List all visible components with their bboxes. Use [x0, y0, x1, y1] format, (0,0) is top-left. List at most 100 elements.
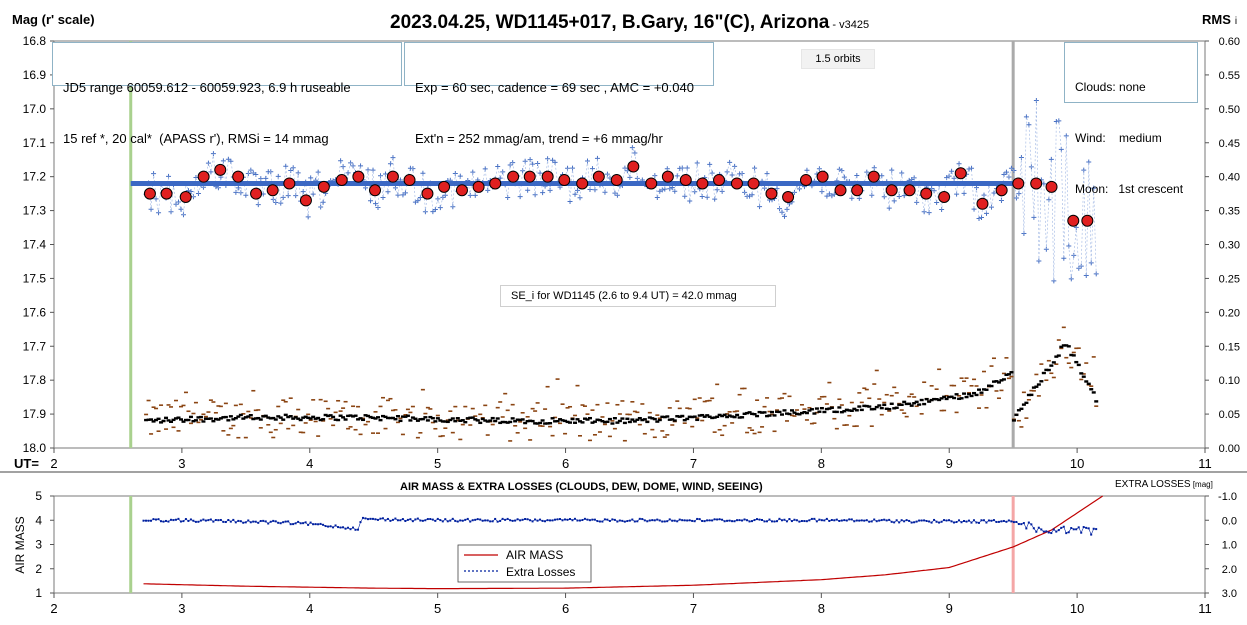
binned-point [576, 177, 589, 190]
raw-point [437, 205, 443, 211]
moon-line: Moon: 1st crescent [1075, 182, 1184, 196]
x-tick-label-top: 8 [818, 456, 825, 471]
y2-tick-label-losses: 1.0 [1222, 540, 1237, 552]
y2-tick-label-rms: 0.10 [1219, 375, 1240, 387]
binned-point [679, 174, 692, 187]
y2-tick-label-rms: 0.35 [1219, 206, 1240, 218]
binned-point [232, 170, 245, 183]
airmass-line [143, 495, 1104, 590]
x-tick-label-top: 6 [562, 456, 569, 471]
raw-point [575, 187, 581, 193]
y-tick-label-mag: 17.3 [23, 204, 47, 218]
binned-point [799, 174, 812, 187]
raw-point [176, 199, 181, 205]
y2-tick-label-rms: 0.15 [1219, 341, 1240, 353]
binned-point [765, 187, 778, 200]
y-tick-label-mag: 16.9 [23, 68, 47, 82]
raw-point [415, 198, 421, 204]
raw-point [345, 170, 351, 176]
y2-tick-label-rms: 0.30 [1219, 240, 1240, 252]
binned-point [421, 187, 434, 200]
extra-losses-title: EXTRA LOSSES [mag] [1115, 479, 1213, 490]
y-tick-label-mag: 17.7 [23, 339, 47, 353]
binned-point [954, 167, 967, 180]
binned-point [179, 191, 192, 204]
x-tick-label-top: 3 [178, 456, 185, 471]
wind-line: Wind: medium [1075, 131, 1162, 145]
binned-point [160, 187, 173, 200]
x-tick-label-bottom: 4 [306, 601, 313, 616]
raw-point [931, 188, 937, 194]
binned-point [782, 191, 795, 204]
raw-point [1088, 260, 1094, 266]
y2-tick-label-losses: -1.0 [1218, 491, 1237, 503]
left-axis-title: Mag (r' scale) [12, 12, 95, 27]
binned-point [283, 177, 296, 190]
binned-point [730, 177, 743, 190]
y2-tick-label-rms: 0.00 [1219, 443, 1240, 455]
binned-point [661, 170, 674, 183]
binned-point [266, 184, 279, 197]
x-tick-label-bottom: 5 [434, 601, 441, 616]
chart-version: - v3425 [829, 19, 869, 31]
conditions-box: Clouds: none Wind: medium Moon: 1st cres… [1064, 42, 1198, 196]
raw-point [949, 168, 955, 174]
binned-point [214, 163, 227, 176]
y-tick-label-mag: 17.6 [23, 305, 47, 319]
y-tick-label-airmass: 1 [35, 586, 42, 600]
raw-point [432, 206, 438, 212]
binned-point [1045, 180, 1058, 193]
raw-point [976, 216, 982, 222]
x-tick-label-bottom: 10 [1070, 601, 1084, 616]
x-tick-label-bottom: 7 [690, 601, 697, 616]
chart-title: 2023.04.25, WD1145+017, B.Gary, 16"(C), … [390, 12, 869, 33]
y-tick-label-mag: 18.0 [23, 441, 47, 455]
raw-point [1003, 169, 1009, 175]
jd5-info-box: JD5 range 60059.612 - 60059.923, 6.9 h r… [52, 42, 402, 146]
raw-point [782, 213, 788, 219]
raw-point [363, 185, 369, 191]
y-tick-label-mag: 16.8 [23, 34, 47, 48]
raw-point [1001, 171, 1007, 177]
y-tick-label-airmass: 2 [35, 562, 42, 576]
raw-point [188, 189, 194, 195]
chart-title-text: 2023.04.25, WD1145+017, B.Gary, 16"(C), … [390, 12, 830, 33]
airmass-plot-frame [53, 495, 1206, 594]
binned-point [299, 194, 312, 207]
y-tick-label-mag: 17.2 [23, 170, 47, 184]
x-tick-label-bottom: 3 [178, 601, 185, 616]
raw-point [547, 187, 553, 193]
raw-point [991, 190, 997, 196]
raw-point [495, 164, 501, 170]
y-tick-label-mag: 17.0 [23, 102, 47, 116]
raw-point [966, 166, 972, 172]
binned-point [938, 191, 951, 204]
x-tick-label-top: 7 [690, 456, 697, 471]
binned-point [610, 174, 623, 187]
extra-losses-line [143, 517, 1097, 536]
raw-trace [145, 100, 1097, 281]
binned-point [403, 174, 416, 187]
y-tick-label-mag: 17.8 [23, 373, 47, 387]
raw-point [320, 199, 326, 205]
binned-point [713, 174, 726, 187]
y2-tick-label-rms: 0.20 [1219, 307, 1240, 319]
binned-point [523, 170, 536, 183]
binned-point [558, 174, 571, 187]
raw-point [1093, 271, 1099, 277]
raw-point [300, 189, 306, 195]
x-tick-label-top: 5 [434, 456, 441, 471]
y2-tick-label-rms: 0.50 [1219, 104, 1240, 116]
y2-tick-label-rms: 0.05 [1219, 409, 1240, 421]
se-info-box: SE_i for WD1145 (2.6 to 9.4 UT) = 42.0 m… [500, 285, 776, 307]
binned-point [920, 187, 933, 200]
y-tick-label-mag: 17.1 [23, 136, 47, 150]
binned-point [885, 184, 898, 197]
binned-point [645, 177, 658, 190]
right-axis-suffix: i [1235, 16, 1237, 27]
raw-point [714, 187, 720, 193]
binned-point [851, 184, 864, 197]
x-tick-label-top: 4 [306, 456, 313, 471]
y-tick-label-mag: 17.5 [23, 271, 47, 285]
